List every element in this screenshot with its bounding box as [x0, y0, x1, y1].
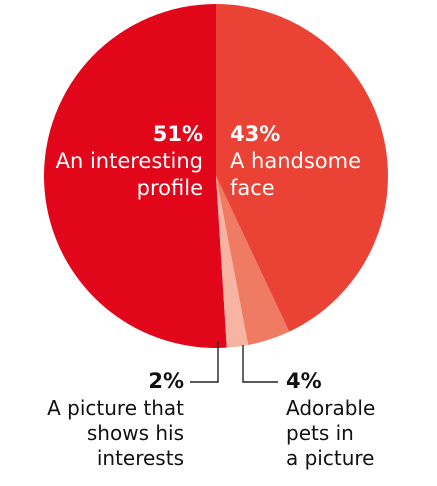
slice-3-label-line-1: A handsome	[230, 149, 361, 173]
slice-0-label-line-1: An interesting	[56, 149, 203, 173]
pie-slice-0	[43, 3, 227, 348]
slice-1-leader-line	[190, 342, 219, 383]
slice-2-label-line-3: a picture	[286, 446, 374, 470]
slice-2-leader-line	[242, 345, 278, 383]
pie-slice-2	[216, 176, 290, 345]
slice-1-label-line-3: interests	[97, 446, 184, 470]
slice-0-label-line-2: profile	[137, 176, 203, 200]
pie-slice-3	[216, 4, 388, 332]
slice-1-percent: 2%	[148, 369, 184, 393]
slice-1-label-line-2: shows his	[87, 421, 184, 445]
slice-2-percent: 4%	[286, 369, 322, 393]
slice-3-percent: 43%	[230, 122, 280, 146]
slice-1-label-line-1: A picture that	[47, 396, 184, 420]
slice-3-label-line-2: face	[230, 176, 275, 200]
slice-0-percent: 51%	[153, 122, 203, 146]
slice-2-label-line-1: Adorable	[286, 396, 375, 420]
slice-2-label-line-2: pets in	[286, 421, 354, 445]
pie-slices	[43, 3, 388, 348]
pie-slice-1	[216, 176, 249, 348]
